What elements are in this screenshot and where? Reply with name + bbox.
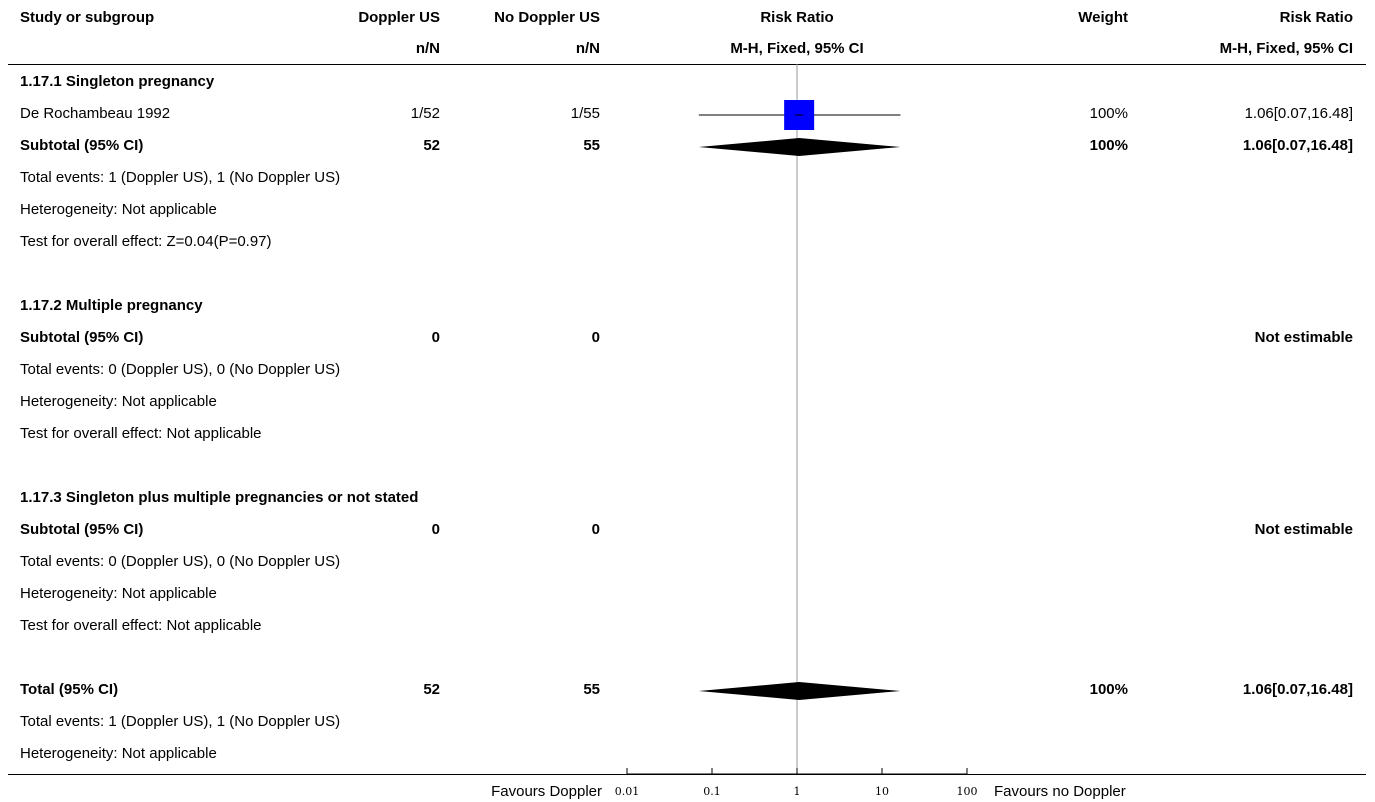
header-exp-sub: n/N: [415, 40, 440, 57]
row-note: Test for overall effect: Not applicable: [20, 617, 262, 634]
row-note: Heterogeneity: Not applicable: [20, 201, 217, 218]
row-ctrl-value: 55: [583, 681, 600, 698]
row-note: Test for overall effect: Z=0.04(P=0.97): [20, 233, 272, 250]
row-note: Heterogeneity: Not applicable: [20, 393, 217, 410]
header-ctrl-sub: n/N: [575, 40, 600, 57]
row-weight: 100%: [1089, 681, 1128, 698]
row-rr: 1.06[0.07,16.48]: [1242, 681, 1353, 698]
row-ctrl-value: 0: [591, 329, 600, 346]
x-tick-label: 1: [794, 785, 801, 798]
x-tick-label: 0.1: [703, 785, 721, 798]
header-plot-sub: M-H, Fixed, 95% CI: [730, 40, 864, 57]
group-heading: 1.17.3 Singleton plus multiple pregnanci…: [20, 489, 419, 506]
pooled-diamond: [698, 138, 901, 156]
row-ctrl-value: 0: [591, 521, 600, 538]
row-rr: Not estimable: [1254, 329, 1353, 346]
header-rule: [8, 64, 1366, 65]
row-label: De Rochambeau 1992: [20, 105, 171, 122]
row-ctrl-value: 1/55: [570, 105, 600, 122]
header-exp: Doppler US: [358, 9, 440, 26]
header-weight: Weight: [1078, 9, 1128, 26]
row-exp-value: 52: [423, 137, 440, 154]
header-plot: Risk Ratio: [760, 9, 834, 26]
row-note: Total events: 0 (Doppler US), 0 (No Dopp…: [20, 361, 341, 378]
row-label: Subtotal (95% CI): [20, 329, 144, 346]
row-note: Heterogeneity: Not applicable: [20, 585, 217, 602]
row-note: Total events: 0 (Doppler US), 0 (No Dopp…: [20, 553, 341, 570]
row-weight: 100%: [1089, 137, 1128, 154]
header-ctrl: No Doppler US: [494, 9, 600, 26]
header-rr-sub: M-H, Fixed, 95% CI: [1219, 40, 1353, 57]
header-rr: Risk Ratio: [1279, 9, 1353, 26]
row-note: Total events: 1 (Doppler US), 1 (No Dopp…: [20, 713, 341, 730]
group-heading: 1.17.1 Singleton pregnancy: [20, 73, 215, 90]
group-heading: 1.17.2 Multiple pregnancy: [20, 297, 203, 314]
row-rr: 1.06[0.07,16.48]: [1244, 105, 1353, 122]
row-ctrl-value: 55: [583, 137, 600, 154]
row-weight: 100%: [1089, 105, 1128, 122]
header-study: Study or subgroup: [20, 9, 155, 26]
row-exp-value: 0: [431, 329, 440, 346]
row-note: Heterogeneity: Not applicable: [20, 745, 217, 762]
favours-left-label: Favours Doppler: [491, 783, 602, 800]
x-tick-label: 10: [875, 785, 889, 798]
row-exp-value: 0: [431, 521, 440, 538]
row-rr: 1.06[0.07,16.48]: [1242, 137, 1353, 154]
row-label: Subtotal (95% CI): [20, 521, 144, 538]
row-rr: Not estimable: [1254, 521, 1353, 538]
favours-right-label: Favours no Doppler: [994, 783, 1126, 800]
row-note: Test for overall effect: Not applicable: [20, 425, 262, 442]
row-exp-value: 1/52: [410, 105, 440, 122]
row-note: Total events: 1 (Doppler US), 1 (No Dopp…: [20, 169, 341, 186]
footer-rule: [8, 774, 1366, 775]
row-exp-value: 52: [423, 681, 440, 698]
x-tick-label: 0.01: [615, 785, 640, 798]
x-tick-label: 100: [957, 785, 978, 798]
row-label: Total (95% CI): [20, 681, 119, 698]
row-label: Subtotal (95% CI): [20, 137, 144, 154]
pooled-diamond: [698, 682, 901, 700]
